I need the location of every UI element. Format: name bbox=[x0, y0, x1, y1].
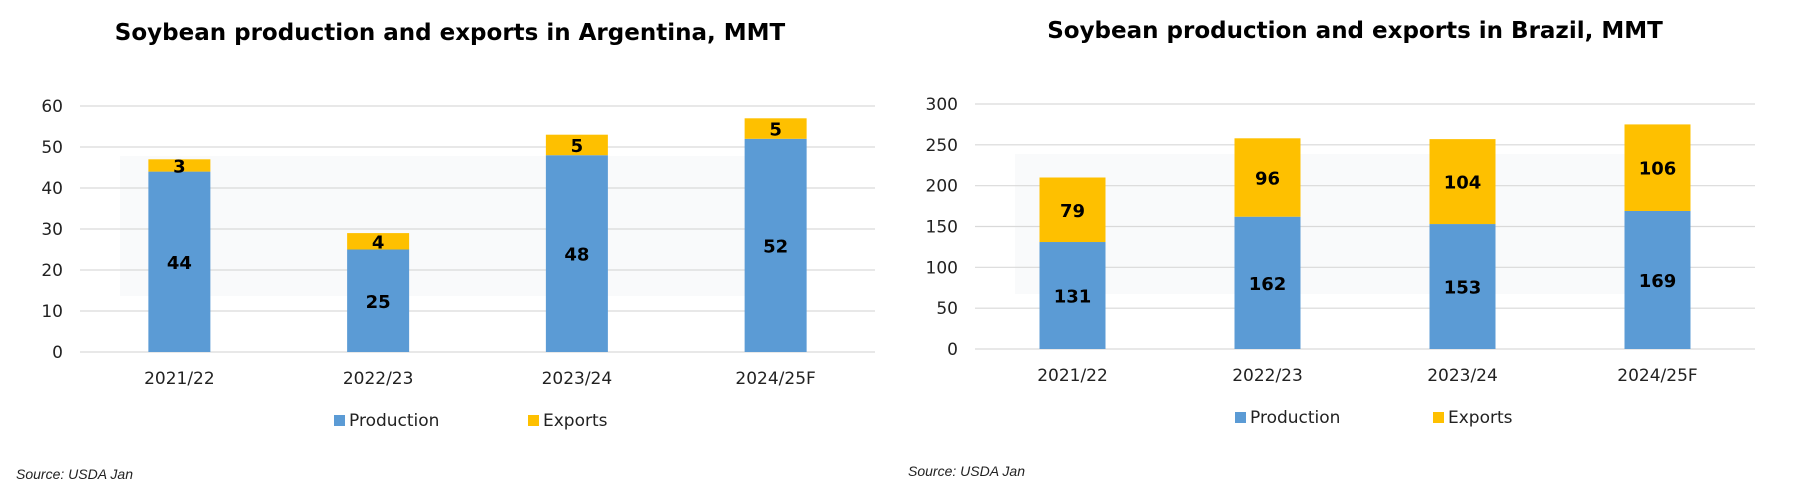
argentina-data-label-production: 48 bbox=[564, 245, 589, 266]
brazil-legend-swatch-production bbox=[1235, 412, 1246, 423]
brazil-chart: Soybean production and exports in Brazil… bbox=[926, 18, 1755, 428]
argentina-bar-production bbox=[347, 249, 410, 352]
argentina-y-tick-label: 20 bbox=[41, 261, 63, 281]
argentina-chart: Soybean production and exports in Argent… bbox=[41, 20, 875, 431]
brazil-chart-title: Soybean production and exports in Brazil… bbox=[1047, 18, 1663, 44]
brazil-data-label-exports: 106 bbox=[1639, 159, 1677, 180]
brazil-chart-panel: Soybean production and exports in Brazil… bbox=[900, 0, 1816, 489]
argentina-bar-exports bbox=[148, 159, 211, 172]
argentina-bar-exports bbox=[744, 118, 807, 139]
brazil-y-tick-label: 0 bbox=[947, 340, 958, 360]
brazil-bar-exports bbox=[1624, 124, 1691, 211]
argentina-bar-production bbox=[545, 155, 608, 352]
argentina-legend-swatch-production bbox=[334, 415, 345, 426]
argentina-x-tick-label: 2023/24 bbox=[542, 369, 613, 389]
argentina-y-tick-label: 50 bbox=[41, 138, 63, 158]
argentina-data-label-production: 44 bbox=[167, 253, 192, 274]
argentina-data-label-production: 52 bbox=[763, 236, 788, 257]
argentina-legend-swatch-exports bbox=[528, 415, 539, 426]
argentina-x-tick-label: 2021/22 bbox=[144, 369, 215, 389]
brazil-bar-exports bbox=[1039, 177, 1106, 243]
argentina-x-tick-label: 2024/25F bbox=[735, 369, 815, 389]
brazil-data-label-production: 131 bbox=[1054, 287, 1092, 308]
argentina-y-tick-label: 0 bbox=[52, 343, 63, 363]
argentina-data-label-exports: 4 bbox=[372, 232, 385, 253]
brazil-data-label-exports: 104 bbox=[1444, 173, 1482, 194]
brazil-x-tick-label: 2023/24 bbox=[1427, 366, 1498, 386]
brazil-legend-label-exports: Exports bbox=[1448, 408, 1513, 428]
argentina-data-label-exports: 5 bbox=[769, 120, 782, 141]
argentina-y-tick-label: 40 bbox=[41, 179, 63, 199]
brazil-x-tick-label: 2021/22 bbox=[1037, 366, 1108, 386]
brazil-legend-swatch-exports bbox=[1433, 412, 1444, 423]
argentina-source-note: Source: USDA Jan bbox=[16, 466, 133, 482]
brazil-y-tick-label: 300 bbox=[926, 95, 958, 115]
brazil-x-tick-label: 2022/23 bbox=[1232, 366, 1303, 386]
argentina-bar-production bbox=[744, 138, 807, 352]
brazil-source-note: Source: USDA Jan bbox=[908, 463, 1025, 479]
argentina-bar-production bbox=[148, 171, 211, 352]
argentina-legend-label-exports: Exports bbox=[543, 411, 608, 431]
argentina-watermark bbox=[120, 156, 795, 296]
brazil-data-label-production: 153 bbox=[1444, 278, 1482, 299]
argentina-data-label-exports: 5 bbox=[571, 136, 584, 157]
brazil-data-label-production: 162 bbox=[1249, 274, 1287, 295]
brazil-data-label-exports: 96 bbox=[1255, 169, 1280, 190]
brazil-y-tick-label: 50 bbox=[936, 299, 958, 319]
argentina-y-tick-label: 60 bbox=[41, 97, 63, 117]
brazil-y-tick-label: 200 bbox=[926, 177, 958, 197]
argentina-data-label-production: 25 bbox=[366, 292, 391, 313]
brazil-x-tick-label: 2024/25F bbox=[1617, 366, 1697, 386]
brazil-legend-label-production: Production bbox=[1250, 408, 1340, 428]
brazil-watermark bbox=[1015, 154, 1675, 294]
brazil-bar-exports bbox=[1429, 139, 1496, 225]
argentina-y-tick-label: 30 bbox=[41, 220, 63, 240]
argentina-bar-exports bbox=[347, 233, 410, 250]
brazil-y-tick-label: 150 bbox=[926, 218, 958, 238]
brazil-bar-production bbox=[1039, 242, 1106, 349]
brazil-data-label-production: 169 bbox=[1639, 271, 1677, 292]
brazil-data-label-exports: 79 bbox=[1060, 201, 1085, 222]
brazil-bar-production bbox=[1429, 224, 1496, 349]
argentina-legend-label-production: Production bbox=[349, 411, 439, 431]
brazil-y-tick-label: 100 bbox=[926, 258, 958, 278]
argentina-x-tick-label: 2022/23 bbox=[343, 369, 414, 389]
argentina-data-label-exports: 3 bbox=[173, 156, 186, 177]
argentina-chart-panel: Soybean production and exports in Argent… bbox=[0, 0, 900, 489]
argentina-bar-exports bbox=[545, 134, 608, 156]
argentina-chart-title: Soybean production and exports in Argent… bbox=[115, 20, 786, 46]
argentina-y-tick-label: 10 bbox=[41, 302, 63, 322]
brazil-y-tick-label: 250 bbox=[926, 136, 958, 156]
brazil-bar-production bbox=[1234, 216, 1301, 349]
brazil-bar-production bbox=[1624, 210, 1691, 349]
brazil-bar-exports bbox=[1234, 138, 1301, 217]
